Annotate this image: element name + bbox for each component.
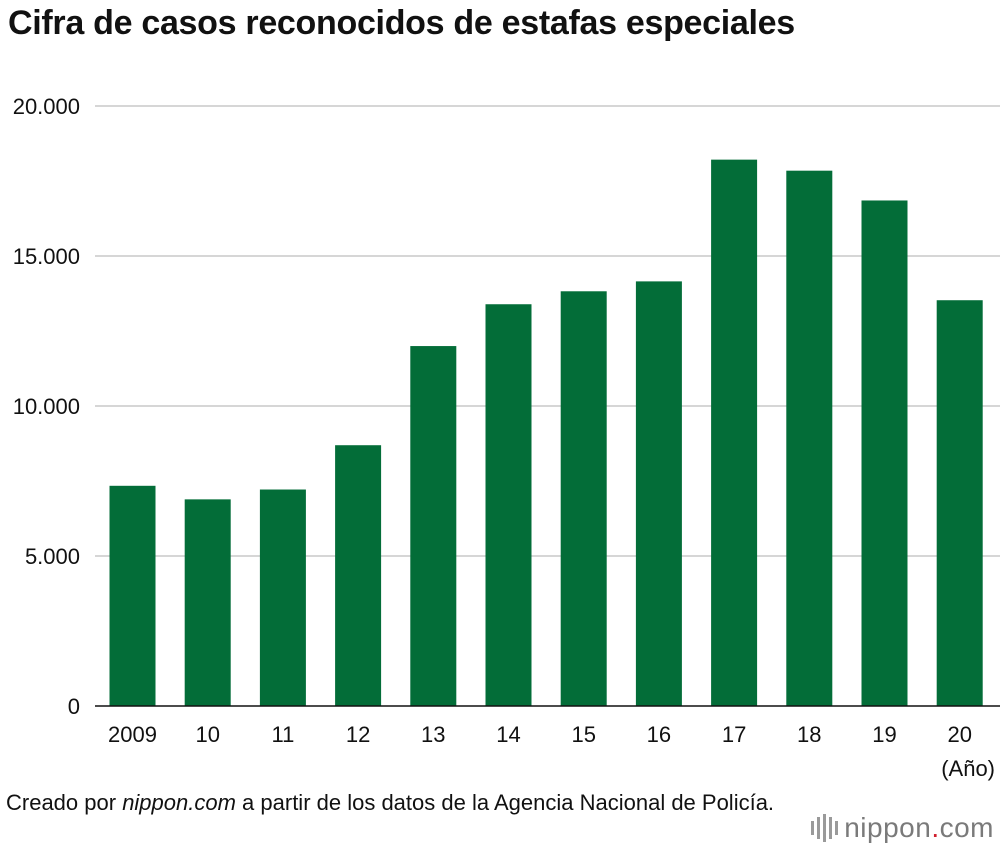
brand-dot: . <box>931 812 940 843</box>
y-tick-label: 15.000 <box>13 244 80 269</box>
y-tick-labels: 0 5.000 10.000 15.000 20.000 <box>13 94 80 719</box>
source-suffix: a partir de los datos de la Agencia Naci… <box>235 790 775 815</box>
source-note: Creado por nippon.com a partir de los da… <box>6 788 774 818</box>
x-tick-label: 11 <box>271 722 294 747</box>
bars <box>109 159 983 706</box>
bar-12 <box>335 445 382 706</box>
bar-10 <box>184 499 231 706</box>
bar-11 <box>259 489 306 706</box>
brand-name: nippon <box>844 812 932 843</box>
source-name: nippon.com <box>122 790 236 815</box>
bar-13 <box>410 346 457 706</box>
x-tick-labels: 2009 10 11 12 13 14 15 16 17 18 19 20 <box>108 722 972 747</box>
y-tick-label: 10.000 <box>13 394 80 419</box>
y-tick-label: 20.000 <box>13 94 80 119</box>
x-tick-label: 18 <box>797 722 821 747</box>
bar-15 <box>560 291 607 706</box>
nippon-logo: nippon.com <box>811 812 994 844</box>
bar-19 <box>861 200 908 706</box>
x-tick-label: 17 <box>722 722 746 747</box>
y-tick-label: 5.000 <box>25 544 80 569</box>
x-tick-label: 2009 <box>108 722 157 747</box>
bar-14 <box>485 304 532 706</box>
bar-20 <box>936 300 983 706</box>
chart-title: Cifra de casos reconocidos de estafas es… <box>8 4 795 42</box>
bar-16 <box>635 281 682 706</box>
x-tick-label: 10 <box>195 722 219 747</box>
bar-2009 <box>109 485 156 706</box>
x-tick-label: 19 <box>872 722 896 747</box>
x-tick-label: 16 <box>647 722 671 747</box>
x-axis-label: (Año) <box>941 756 995 781</box>
logo-bars-icon <box>811 814 839 842</box>
source-prefix: Creado por <box>6 790 123 815</box>
x-tick-label: 15 <box>571 722 595 747</box>
y-tick-label: 0 <box>68 694 80 719</box>
x-tick-label: 12 <box>346 722 370 747</box>
bar-18 <box>786 170 833 706</box>
x-tick-label: 14 <box>496 722 520 747</box>
bar-17 <box>711 159 758 706</box>
grid-lines <box>95 105 1000 557</box>
bar-chart: 0 5.000 10.000 15.000 20.000 2009 10 11 12 13 14 1… <box>13 94 1000 781</box>
brand-tld: com <box>939 812 994 843</box>
x-tick-label: 13 <box>421 722 445 747</box>
x-tick-label: 20 <box>947 722 971 747</box>
